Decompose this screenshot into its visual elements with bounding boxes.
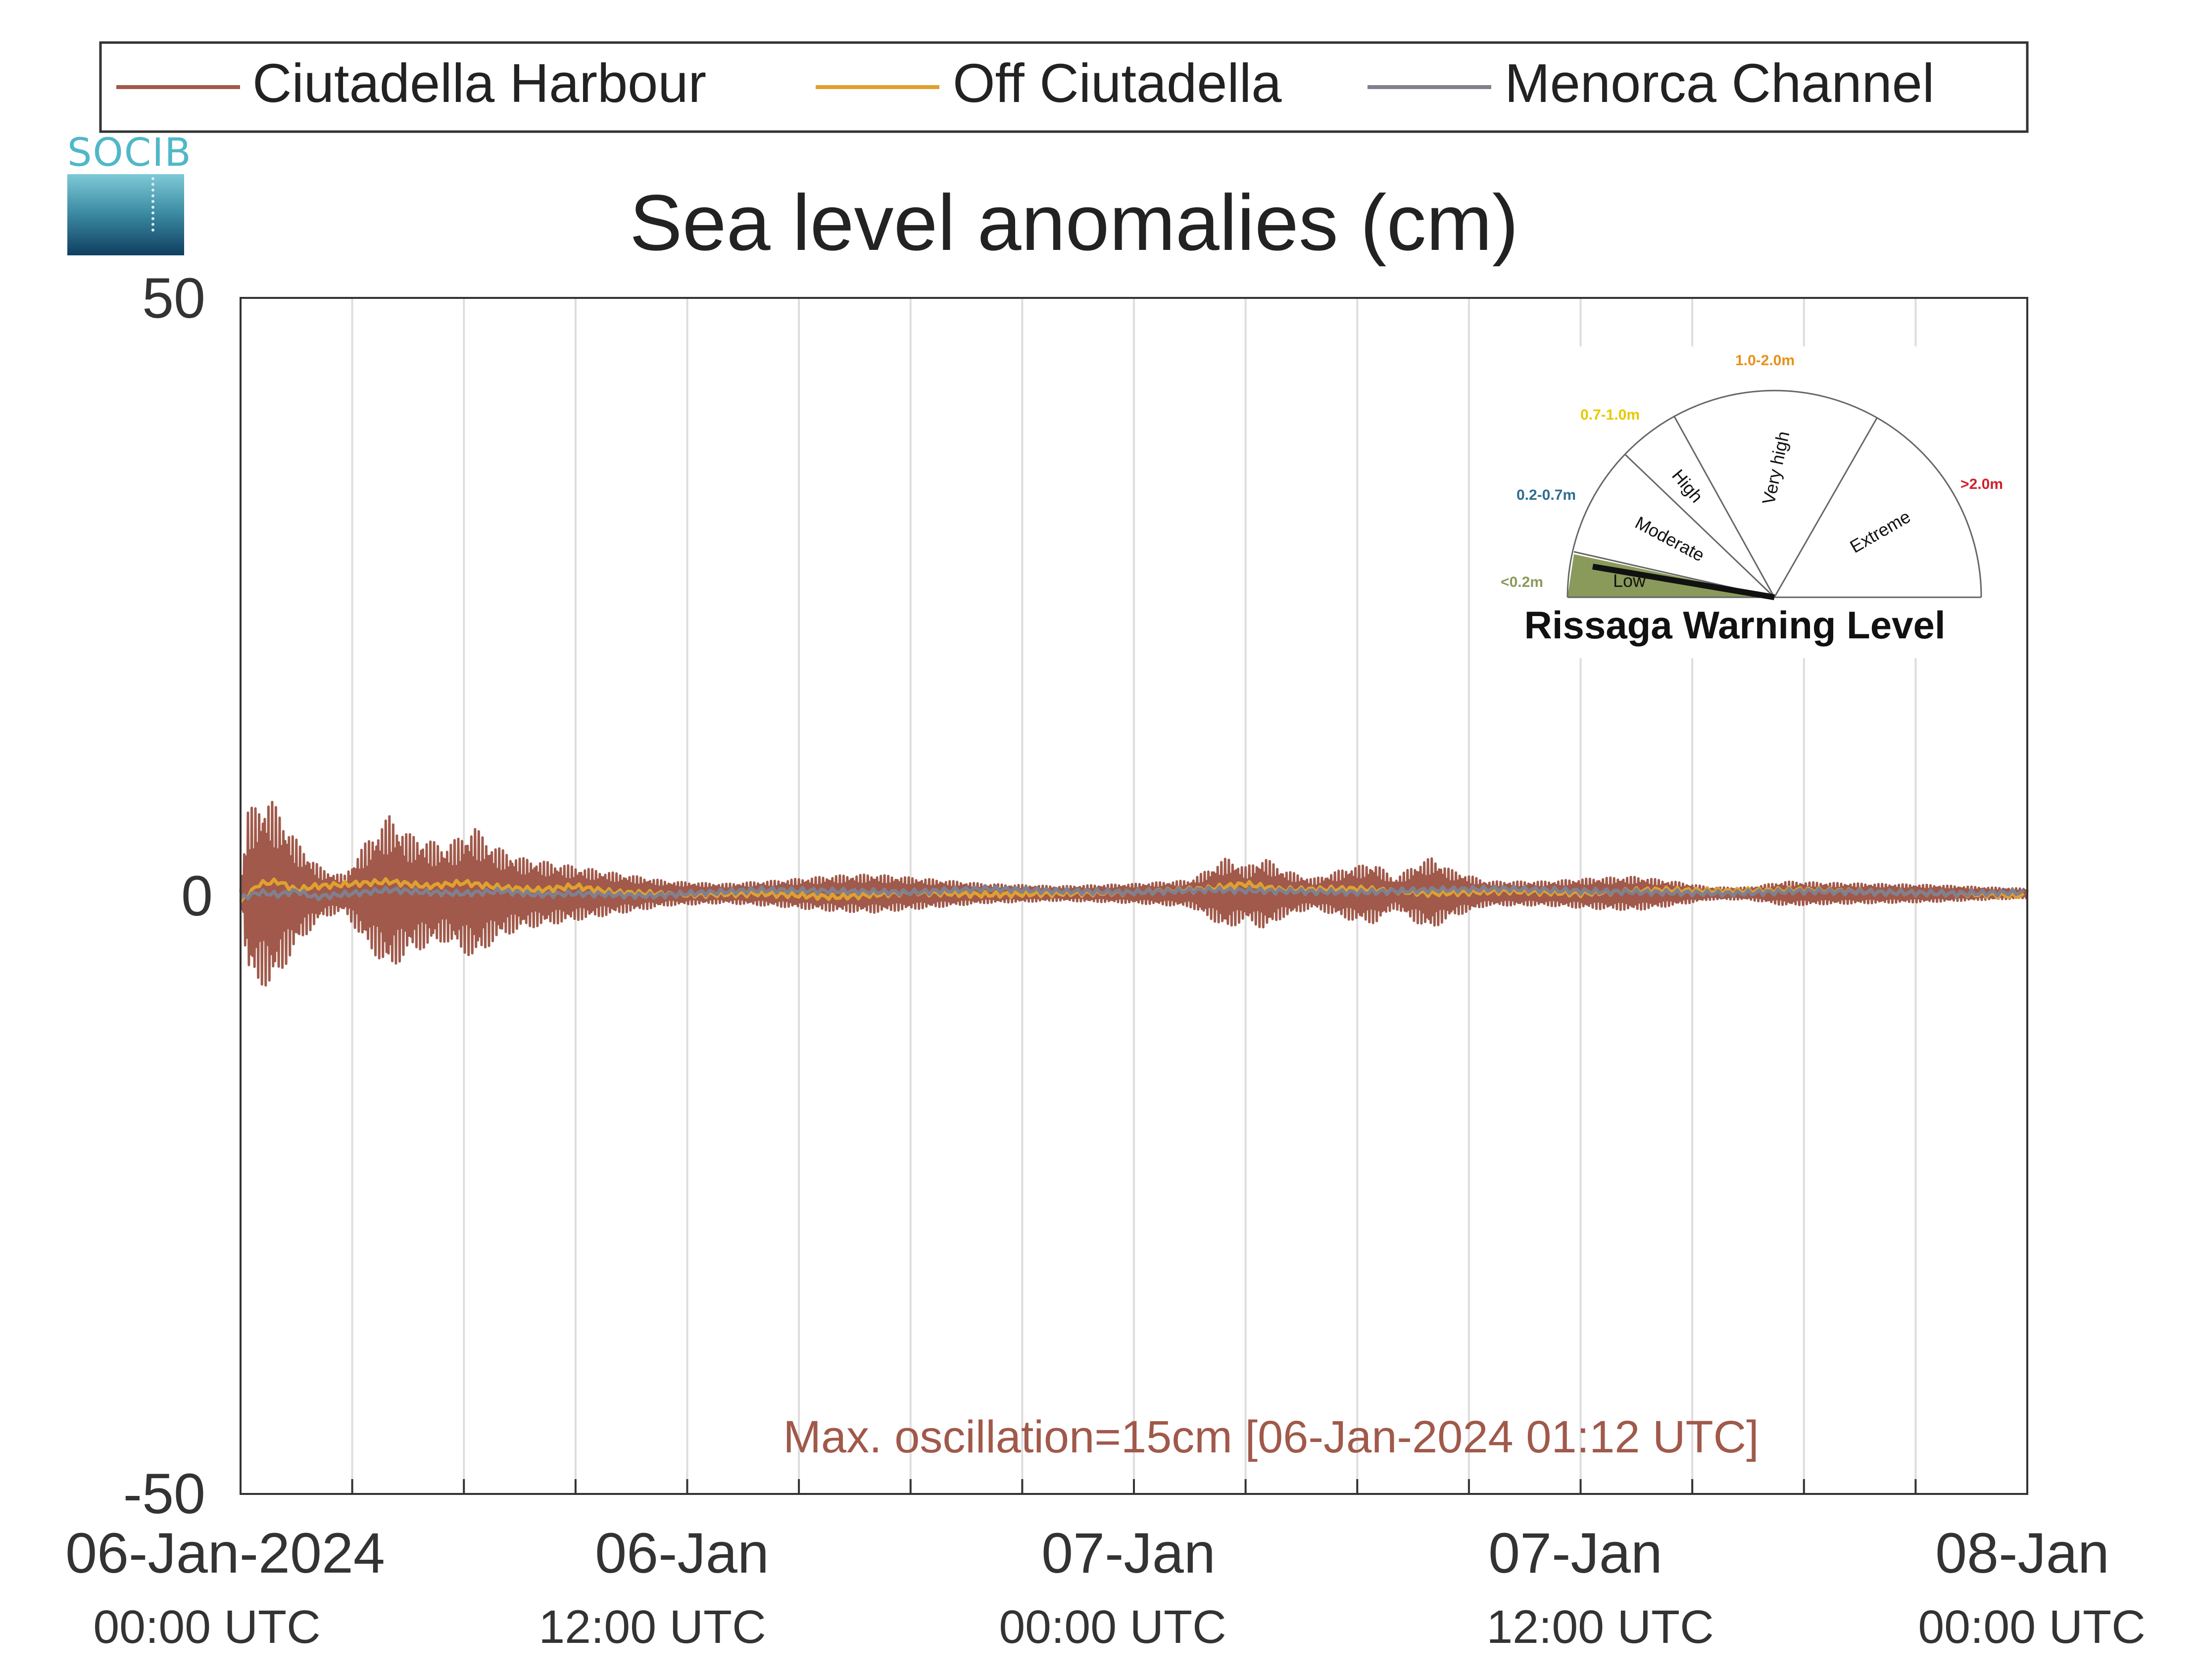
socib-logo-dots [151, 177, 156, 232]
gauge-divider-4 [1773, 418, 1878, 598]
legend-label-menorca-channel: Menorca Channel [1505, 53, 1934, 114]
x-tick-date-0: 06-Jan-2024 [65, 1522, 385, 1585]
gauge-needle [1592, 564, 1775, 600]
gauge-range-very-high: 1.0-2.0m [1735, 352, 1795, 369]
y-tick-label-50: 50 [142, 267, 205, 330]
gauge-range-extreme: >2.0m [1960, 476, 2003, 492]
y-tick-label-0: 0 [181, 864, 213, 928]
legend: Ciutadella Harbour Off Ciutadella Menorc… [99, 41, 2029, 133]
x-tick-time-1: 12:00 UTC [538, 1601, 766, 1653]
gauge-range-low: <0.2m [1501, 574, 1543, 590]
x-tick-time-3: 12:00 UTC [1486, 1601, 1713, 1653]
plot-frame [240, 297, 2028, 1495]
gauge-title: Rissaga Warning Level [1524, 603, 1945, 647]
gauge-range-high: 0.7-1.0m [1580, 407, 1640, 423]
x-tick-date-4: 08-Jan [1935, 1522, 2109, 1585]
x-tick-time-0: 00:00 UTC [93, 1601, 320, 1653]
x-tick-time-4: 00:00 UTC [1918, 1601, 2145, 1653]
x-tick-time-2: 00:00 UTC [999, 1601, 1226, 1653]
gauge-divider-2 [1624, 453, 1775, 598]
rissaga-warning-gauge: Low Moderate High Very high Extreme <0.2… [1487, 346, 2022, 658]
socib-logo-text: SOCIB [67, 131, 192, 175]
socib-logo [67, 174, 184, 255]
legend-label-off-ciutadella: Off Ciutadella [953, 53, 1282, 114]
gauge-range-moderate: 0.2-0.7m [1517, 487, 1576, 503]
max-oscillation-annotation: Max. oscillation=15cm [06-Jan-2024 01:12… [783, 1412, 1759, 1462]
x-tick-date-3: 07-Jan [1488, 1522, 1663, 1585]
gauge-arc [1566, 389, 1982, 598]
x-tick-labels: 06-Jan-2024 00:00 UTC 06-Jan 12:00 UTC 0… [65, 1522, 2146, 1653]
legend-box [99, 41, 2029, 133]
legend-label-ciutadella-harbour: Ciutadella Harbour [252, 53, 706, 114]
series-menorca-channel [239, 884, 2025, 902]
x-tick-date-2: 07-Jan [1041, 1522, 1216, 1585]
x-tick-date-1: 06-Jan [595, 1522, 769, 1585]
gauge-sector-label-low: Low [1613, 571, 1646, 591]
gauge-divider-3 [1673, 416, 1775, 598]
gauge-background [1487, 346, 2022, 658]
chart-title: Sea level anomalies (cm) [630, 178, 1518, 267]
series-layer [239, 801, 2029, 987]
y-tick-label-minus-50: -50 [123, 1462, 205, 1526]
